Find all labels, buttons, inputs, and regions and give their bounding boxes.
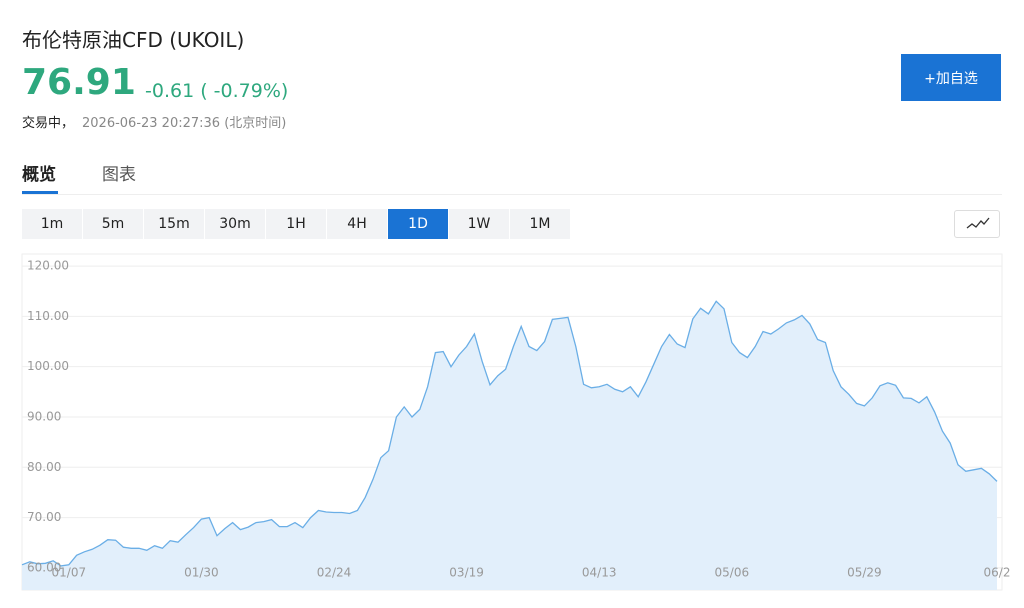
interval-button[interactable]: 1W bbox=[449, 209, 509, 239]
x-tick-label: 01/30 bbox=[184, 566, 219, 580]
y-tick-label: 70.00 bbox=[27, 510, 61, 524]
x-tick-label: 05/06 bbox=[715, 566, 750, 580]
interval-button[interactable]: 1M bbox=[510, 209, 570, 239]
x-tick-label: 03/19 bbox=[449, 566, 484, 580]
x-tick-label: 04/13 bbox=[582, 566, 617, 580]
y-tick-label: 120.00 bbox=[27, 259, 69, 273]
chart-type-button[interactable] bbox=[954, 210, 1000, 238]
x-tick-label: 05/29 bbox=[847, 566, 882, 580]
line bbox=[21, 300, 998, 567]
chart-icon bbox=[966, 217, 990, 229]
divider bbox=[22, 194, 1002, 195]
y-tick-label: 90.00 bbox=[27, 409, 61, 423]
interval-button[interactable]: 30m bbox=[205, 209, 265, 239]
interval-button[interactable]: 1H bbox=[266, 209, 326, 239]
interval-button[interactable]: 15m bbox=[144, 209, 204, 239]
timestamp: 2026-06-23 20:27:36 (北京时间) bbox=[82, 116, 287, 131]
x-tick-label: 01/07 bbox=[52, 566, 87, 580]
price-change: -0.61 ( -0.79%) bbox=[145, 80, 289, 102]
title: 布伦特原油CFD (UKOIL) bbox=[22, 28, 245, 52]
interval-button[interactable]: 5m bbox=[83, 209, 143, 239]
add-watchlist-button[interactable]: +加自选 bbox=[901, 54, 1001, 101]
interval-button[interactable]: 1D bbox=[388, 209, 448, 239]
tab[interactable]: 图表 bbox=[102, 165, 136, 185]
area bbox=[22, 301, 997, 590]
y-tick-label: 100.00 bbox=[27, 359, 69, 373]
y-tick-label: 110.00 bbox=[27, 309, 69, 323]
y-tick-label: 80.00 bbox=[27, 460, 61, 474]
interval-button[interactable]: 1m bbox=[22, 209, 82, 239]
tab[interactable]: 概览 bbox=[22, 165, 56, 185]
price: 76.91 bbox=[22, 62, 136, 103]
trading-status: 交易中， bbox=[22, 116, 75, 131]
interval-button[interactable]: 4H bbox=[327, 209, 387, 239]
x-tick-label: 06/2 bbox=[984, 566, 1011, 580]
tab-indicator bbox=[22, 191, 58, 194]
y-tick-label: 60.00 bbox=[27, 560, 61, 574]
x-tick-label: 02/24 bbox=[317, 566, 352, 580]
